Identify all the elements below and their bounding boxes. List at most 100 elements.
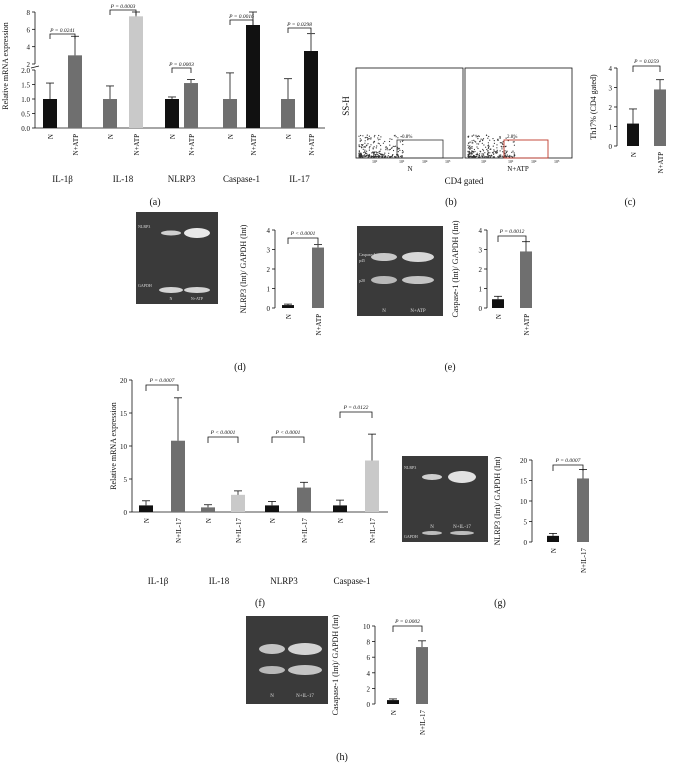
flow-cell-dot (385, 147, 387, 149)
blot-e-label-1: p45 (359, 258, 365, 263)
flow-cell-dot (362, 155, 364, 157)
flow-cell-dot (390, 147, 393, 149)
chart-a-x-tick-label: N+ATP (308, 134, 316, 156)
blot-band-g-n (422, 474, 442, 480)
flow-cell-dot (363, 151, 365, 154)
flow-cell-dot (391, 138, 393, 140)
chart-a-bar-4-0 (281, 99, 295, 128)
flow-cell-dot (505, 137, 507, 139)
flow-cell-dot (398, 147, 400, 149)
flow-cell-dot (481, 142, 483, 144)
blot-g-label-0: NLRP3 (404, 465, 416, 470)
flow-cell-dot (471, 140, 473, 142)
flow-cell-dot (488, 135, 490, 138)
flow-cell-dot (377, 153, 379, 156)
panel-label-b: (b) (445, 197, 457, 208)
chart-g-y-tick-label: 10 (520, 498, 528, 506)
flow-cell-dot (488, 155, 490, 157)
flow-tick-atp-3: 10⁵ (554, 159, 560, 164)
panel-label-c: (c) (624, 197, 635, 208)
chart-a-group-label: IL-17 (289, 174, 310, 184)
flow-cell-dot (360, 134, 362, 137)
flow-cell-dot (366, 134, 368, 136)
flow-cell-dot (385, 149, 387, 151)
chart-c-bar-1 (654, 89, 666, 146)
flow-cell-dot (499, 150, 501, 152)
flow-cell-dot (397, 137, 399, 139)
chart-a-x-tick-label: N+ATP (133, 134, 141, 156)
flow-cell-dot (367, 143, 369, 145)
flow-cell-dot (393, 145, 395, 148)
flow-cell-dot (479, 141, 481, 143)
chart-a-x-tick-label: N+ATP (188, 134, 196, 156)
flow-cell-dot (472, 153, 474, 155)
flow-cell-dot (377, 155, 379, 157)
flow-cell-dot (473, 155, 475, 157)
chart-e-bar-0 (492, 299, 504, 308)
chart-f-p-value: P < 0.0001 (275, 430, 301, 436)
blot-band-e-atp-1 (402, 252, 434, 262)
flow-cell-dot (481, 154, 483, 156)
chart-f-y-tick-label: 5 (124, 476, 128, 484)
flow-cell-dot (361, 147, 363, 149)
flow-cell-dot (470, 147, 472, 149)
flow-cell-dot (388, 152, 390, 154)
flow-cell-dot (471, 153, 473, 155)
chart-g-bar-0 (547, 535, 559, 542)
panel-label-h: (h) (336, 752, 348, 763)
chart-a-y-tick-label: 2 (27, 61, 31, 69)
blot-band-d-n (161, 230, 181, 236)
flow-cell-dot (401, 152, 403, 154)
flow-cell-dot (398, 156, 400, 158)
flow-cell-dot (358, 135, 360, 137)
chart-layer: 0 1 2 3 4 Th17% (CD4 gated) N N+ATP P = 0.0259 0 1… (1, 4, 666, 735)
chart-a-significance-bracket (287, 27, 312, 33)
flow-cell-dot (389, 144, 391, 146)
flow-cell-dot (482, 139, 484, 141)
chart-a-group-label: IL-1β (52, 174, 73, 184)
flow-cell-dot (401, 155, 403, 157)
flow-cell-dot (380, 136, 382, 138)
chart-h-y-tick-label: 10 (363, 623, 371, 631)
chart-h-y-tick-label: 2 (367, 685, 371, 693)
flow-cell-dot (468, 142, 470, 144)
flow-cell-dot (478, 143, 480, 145)
chart-a-bar-3-1 (246, 25, 260, 128)
flow-cell-dot (485, 134, 488, 136)
flow-cell-dot (514, 154, 516, 156)
flow-cell-dot (513, 153, 515, 155)
panel-label-e: (e) (444, 362, 455, 373)
flow-cell-dot (359, 156, 361, 158)
chart-e-y-tick-label: 2 (479, 266, 483, 274)
flow-cell-dot (377, 152, 379, 154)
blot-band-d-atp (184, 228, 210, 238)
flow-cell-dot (477, 154, 479, 156)
flow-cell-dot (360, 153, 362, 155)
chart-a-group-label: IL-18 (113, 174, 134, 184)
chart-f-bar-2-0 (265, 505, 279, 512)
chart-f-y-axis-label: Relative mRNA expression (109, 402, 118, 490)
flow-cell-dot (384, 155, 387, 157)
flow-cell-dot (471, 147, 473, 149)
chart-g-y-axis-label: NLRP3 (Int)/ GAPDH (Int) (493, 456, 502, 545)
flow-cell-dot (372, 155, 374, 158)
flow-cell-dot (474, 150, 476, 153)
flow-cell-dot (467, 144, 469, 146)
flow-cell-dot (477, 147, 479, 150)
flow-cell-dot (490, 156, 492, 158)
blot-image-g (402, 456, 488, 542)
flow-cell-dot (361, 156, 363, 158)
chart-a-bar-0-1 (68, 55, 82, 129)
panel-label-g: (g) (494, 598, 506, 609)
flow-cell-dot (469, 145, 471, 147)
flow-cell-dot (360, 144, 363, 146)
flow-cell-dot (387, 155, 389, 157)
chart-a-y-tick-label: 0.0 (21, 125, 30, 133)
flow-cell-dot (379, 150, 381, 152)
flow-cell-dot (366, 154, 368, 156)
flow-cell-dot (489, 152, 491, 154)
flow-cell-dot (394, 156, 396, 158)
flow-cell-dot (402, 151, 404, 153)
flow-y-axis-label: SS-H (341, 96, 351, 116)
chart-h-y-tick-label: 8 (367, 639, 371, 647)
